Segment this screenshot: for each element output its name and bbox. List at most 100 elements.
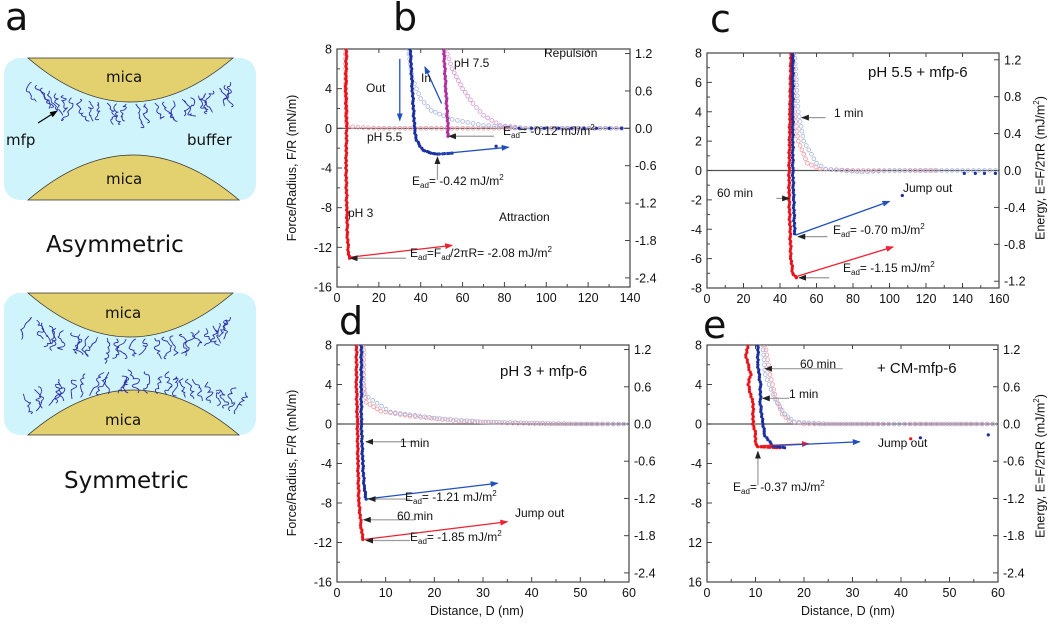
data-point xyxy=(444,87,448,91)
data-point xyxy=(913,168,918,173)
data-point xyxy=(344,97,349,101)
data-point xyxy=(756,345,760,350)
polymer-chain xyxy=(169,335,179,356)
data-point xyxy=(344,156,348,160)
data-point xyxy=(790,125,794,129)
data-point xyxy=(764,352,770,358)
data-point xyxy=(791,61,795,65)
ead-e: E xyxy=(833,223,842,237)
data-point xyxy=(789,97,793,101)
data-point xyxy=(483,419,489,425)
data-point xyxy=(344,183,348,187)
data-point xyxy=(356,459,360,463)
x-tick-label: 10 xyxy=(379,586,393,600)
data-point xyxy=(924,421,930,427)
data-point xyxy=(892,168,897,173)
annotation-arrow xyxy=(797,246,895,277)
series-jump-out-red xyxy=(909,437,913,441)
data-point xyxy=(412,413,418,418)
mica-surface-top xyxy=(26,292,235,338)
data-point xyxy=(367,402,373,407)
data-point xyxy=(355,405,360,409)
data-point xyxy=(465,126,471,131)
data-point xyxy=(995,421,998,427)
data-point xyxy=(477,419,483,425)
data-point xyxy=(489,118,495,123)
data-point xyxy=(345,233,349,237)
data-point xyxy=(437,416,443,421)
data-point xyxy=(359,348,363,352)
data-point xyxy=(357,484,361,488)
data-point xyxy=(356,429,360,433)
data-point xyxy=(359,419,363,424)
y-axis-label-d: Force/Radius, F/R (mN/m) xyxy=(284,389,299,537)
data-point xyxy=(357,496,361,500)
data-point xyxy=(460,119,465,124)
data-point xyxy=(881,168,887,174)
x-tick-label: 20 xyxy=(372,291,386,305)
data-point xyxy=(788,168,792,173)
data-point xyxy=(791,54,795,58)
data-point xyxy=(946,421,951,427)
x-tick-label: 0 xyxy=(334,586,341,600)
data-point xyxy=(414,133,418,138)
data-point xyxy=(344,52,348,56)
data-point xyxy=(760,412,764,416)
data-point xyxy=(757,370,761,374)
data-point xyxy=(779,408,785,413)
data-point xyxy=(902,421,908,427)
data-point xyxy=(518,420,524,426)
polymer-chain xyxy=(95,377,107,396)
data-point xyxy=(777,445,782,449)
y-tick-label: -4 xyxy=(321,162,332,176)
data-point xyxy=(360,452,364,456)
data-point xyxy=(445,111,449,116)
data-point xyxy=(444,92,448,96)
data-point xyxy=(355,439,359,443)
data-point xyxy=(788,120,793,124)
data-point xyxy=(791,148,795,152)
polymer-chain xyxy=(142,371,151,394)
data-point xyxy=(418,144,422,148)
data-point xyxy=(439,126,444,131)
data-point xyxy=(787,130,792,134)
data-point xyxy=(469,418,475,424)
data-point xyxy=(533,126,539,131)
data-point xyxy=(866,168,871,173)
x-tick-label: 140 xyxy=(952,292,973,306)
data-point xyxy=(365,394,371,400)
data-point xyxy=(356,422,360,426)
data-point xyxy=(345,228,349,232)
data-point xyxy=(762,345,768,348)
data-point xyxy=(378,408,384,414)
data-point xyxy=(344,104,348,108)
data-point xyxy=(763,434,767,438)
out-label: Out xyxy=(366,81,386,95)
data-point xyxy=(494,420,499,425)
y-tick-label: 6 xyxy=(695,76,702,90)
buffer-region xyxy=(4,293,256,435)
data-point xyxy=(783,446,787,450)
data-point xyxy=(943,421,949,427)
polymer-chain xyxy=(61,97,74,122)
polymer-chain xyxy=(218,319,229,338)
data-point xyxy=(844,421,850,427)
data-point xyxy=(795,138,801,144)
data-point xyxy=(354,385,358,389)
data-point xyxy=(788,102,792,106)
data-point xyxy=(965,168,971,173)
data-point xyxy=(407,413,413,419)
data-point xyxy=(787,210,791,214)
data-point xyxy=(933,421,938,427)
data-point xyxy=(811,156,817,162)
right-y-tick-label: -2.4 xyxy=(1003,566,1025,580)
panel-d-title: pH 3 + mfp-6 xyxy=(500,363,588,380)
data-point xyxy=(744,353,748,357)
polymer-chain xyxy=(219,390,230,409)
data-point xyxy=(865,169,870,175)
data-point xyxy=(504,420,510,426)
data-point xyxy=(918,421,924,427)
data-point xyxy=(760,419,765,424)
polymer-chain xyxy=(233,392,249,415)
data-point xyxy=(445,97,449,101)
